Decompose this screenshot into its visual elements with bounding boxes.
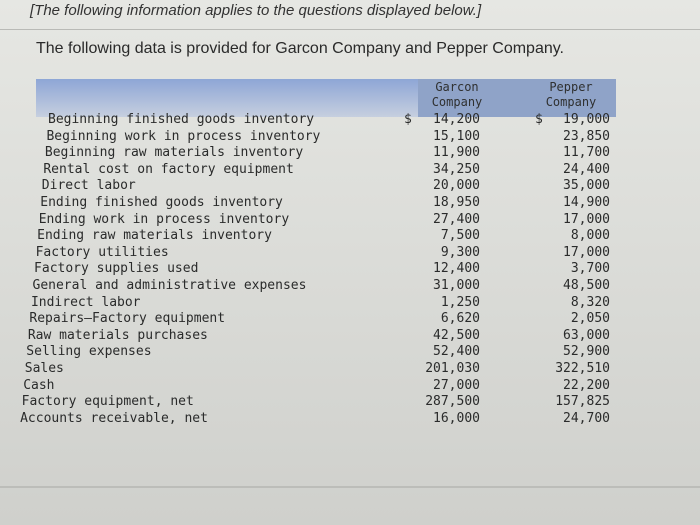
row-label: Ending raw materials inventory: [37, 228, 272, 244]
pepper-value: 63,000: [563, 327, 610, 343]
table-row: Sales 201,030 322,510: [0, 361, 700, 378]
table-row: Ending work in process inventory 27,400 17…: [0, 212, 700, 229]
row-label: Direct labor: [41, 178, 136, 194]
garcon-value: 9,300: [440, 244, 480, 260]
garcon-value: 287,500: [425, 394, 480, 410]
pepper-value: 23,850: [563, 128, 610, 144]
column-header-pepper-line2: Company: [545, 95, 597, 109]
table-row: Indirect labor 1,250 8,320: [0, 295, 700, 312]
table-row: General and administrative expenses 31,00…: [0, 278, 700, 295]
data-table: Beginning finished goods inventory 14,200…: [0, 112, 700, 427]
column-header-garcon-line1: Garcon: [435, 80, 479, 94]
row-label: Cash: [23, 377, 55, 393]
garcon-value: 15,100: [433, 128, 480, 144]
garcon-value: 34,250: [433, 161, 480, 177]
garcon-value: 18,950: [433, 194, 480, 210]
table-row: Raw materials purchases 42,500 63,000: [0, 328, 700, 345]
column-header-garcon-line2: Company: [431, 95, 483, 109]
table-row: Factory utilities 9,300 17,000: [0, 245, 700, 262]
column-header-pepper: Pepper Company: [531, 80, 611, 110]
pepper-value: 14,900: [563, 194, 610, 210]
garcon-value: 12,400: [433, 261, 480, 277]
table-row: Factory supplies used 12,400 3,700: [0, 261, 700, 278]
table-row: Rental cost on factory equipment 34,250 24…: [0, 162, 700, 179]
pepper-value: 3,700: [570, 261, 610, 277]
divider: [0, 29, 700, 30]
garcon-value: 201,030: [425, 360, 480, 376]
row-label: Beginning raw materials inventory: [44, 145, 304, 161]
row-label: Selling expenses: [26, 344, 152, 360]
table-row: Accounts receivable, net 16,000 24,700: [0, 411, 700, 428]
pepper-value: 52,900: [563, 344, 610, 360]
row-label: Accounts receivable, net: [20, 410, 208, 426]
row-label: Rental cost on factory equipment: [43, 161, 294, 177]
table-row: Factory equipment, net 287,500 157,825: [0, 394, 700, 411]
row-label: Beginning work in process inventory: [46, 128, 321, 144]
garcon-value: 6,620: [440, 311, 480, 327]
page-title: The following data is provided for Garco…: [36, 40, 564, 57]
table-row: Beginning raw materials inventory 11,900 1…: [0, 145, 700, 162]
garcon-value: 16,000: [433, 410, 480, 426]
row-label: Repairs—Factory equipment: [29, 311, 226, 327]
pepper-value: 11,700: [563, 145, 610, 161]
pepper-value: 19,000: [563, 112, 610, 127]
pepper-value: 17,000: [563, 211, 610, 227]
row-label: Beginning finished goods inventory: [48, 112, 315, 127]
garcon-value: 52,400: [433, 344, 480, 360]
table-row: Ending raw materials inventory 7,500 8,000: [0, 228, 700, 245]
garcon-value: 11,900: [433, 145, 480, 161]
table-row: Ending finished goods inventory 18,950 14,…: [0, 195, 700, 212]
intro-note: [The following information applies to th…: [30, 2, 482, 19]
row-label: Raw materials purchases: [27, 327, 208, 343]
row-label: General and administrative expenses: [32, 277, 307, 293]
row-label: Factory equipment, net: [21, 394, 194, 410]
garcon-value: 14,200: [433, 112, 480, 127]
garcon-value: 42,500: [433, 327, 480, 343]
pepper-value: 22,200: [563, 377, 610, 393]
row-label: Ending finished goods inventory: [40, 194, 283, 210]
garcon-currency-symbol: $: [404, 112, 412, 127]
garcon-value: 7,500: [440, 228, 480, 244]
pepper-value: 24,700: [563, 410, 610, 426]
table-row: Repairs—Factory equipment 6,620 2,050: [0, 311, 700, 328]
divider: [0, 486, 700, 488]
pepper-value: 24,400: [563, 161, 610, 177]
table-row: Cash 27,000 22,200: [0, 378, 700, 395]
pepper-value: 8,320: [570, 294, 610, 310]
row-label: Ending work in process inventory: [38, 211, 290, 227]
row-label: Factory utilities: [35, 244, 169, 260]
pepper-value: 322,510: [555, 360, 610, 376]
garcon-value: 1,250: [440, 294, 480, 310]
pepper-value: 17,000: [563, 244, 610, 260]
pepper-value: 48,500: [563, 277, 610, 293]
table-row: Beginning finished goods inventory 14,200…: [0, 112, 700, 129]
pepper-currency-symbol: $: [535, 112, 543, 127]
pepper-value: 157,825: [555, 394, 610, 410]
garcon-value: 31,000: [433, 277, 480, 293]
column-header-pepper-line1: Pepper: [549, 80, 593, 94]
row-label: Sales: [24, 360, 64, 376]
row-label: Indirect labor: [30, 294, 141, 310]
table-row: Selling expenses 52,400 52,900: [0, 344, 700, 361]
pepper-value: 8,000: [570, 228, 610, 244]
row-label: Factory supplies used: [34, 261, 199, 277]
header-band-left: [36, 79, 418, 117]
table-row: Beginning work in process inventory 15,10…: [0, 129, 700, 146]
garcon-value: 27,000: [433, 377, 480, 393]
table-header-band: [36, 79, 616, 117]
column-header-garcon: Garcon Company: [417, 80, 497, 110]
table-row: Direct labor 20,000 35,000: [0, 178, 700, 195]
pepper-value: 2,050: [570, 311, 610, 327]
garcon-value: 27,400: [433, 211, 480, 227]
pepper-value: 35,000: [563, 178, 610, 194]
garcon-value: 20,000: [433, 178, 480, 194]
